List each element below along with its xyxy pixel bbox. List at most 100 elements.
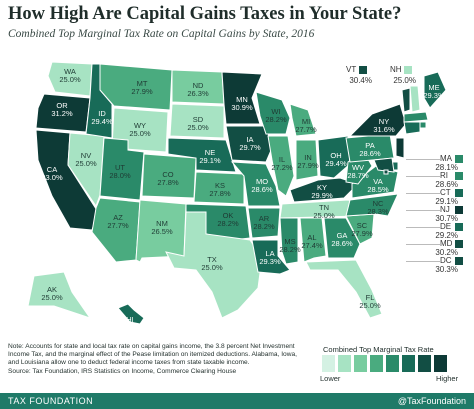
state-abbr-wi: WI	[271, 107, 280, 116]
footer-handle: @TaxFoundation	[397, 396, 466, 406]
state-nh	[409, 85, 421, 113]
state-mo	[230, 161, 281, 207]
state-nc	[345, 193, 399, 217]
state-value-mt: 27.9%	[131, 87, 153, 96]
state-abbr-ga: GA	[337, 231, 348, 240]
callout-leader-de	[406, 227, 440, 228]
state-abbr-ms: MS	[284, 237, 295, 246]
legend-swatch-3	[354, 355, 367, 372]
state-abbr-me: ME	[428, 83, 439, 92]
state-abbr-pa: PA	[365, 141, 374, 150]
state-ma	[403, 111, 429, 123]
state-abbr-nm: NM	[156, 219, 168, 228]
state-abbr-fl: FL	[366, 293, 375, 302]
state-vt	[401, 87, 411, 113]
callout-value-nh: 25.0%	[393, 76, 416, 85]
state-abbr-wy: WY	[134, 121, 146, 130]
callout-leader-ct	[406, 193, 440, 194]
state-value-ar: 28.2%	[253, 222, 275, 231]
callout-value-vt: 30.4%	[349, 76, 372, 85]
callout-abbr-ma: MA	[440, 154, 452, 163]
state-abbr-wa: WA	[64, 67, 76, 76]
state-ar	[247, 207, 281, 239]
state-abbr-mt: MT	[137, 79, 148, 88]
callout-swatch-md	[455, 240, 463, 248]
state-me	[423, 71, 447, 109]
state-oh	[317, 135, 351, 179]
source-text: Source: Tax Foundation, IRS Statistics o…	[8, 367, 237, 375]
state-value-mn: 30.9%	[231, 103, 253, 112]
state-abbr-ok: OK	[223, 211, 234, 220]
legend-swatch-8	[434, 355, 447, 372]
state-value-nc: 28.3%	[367, 207, 389, 216]
state-value-wy: 25.0%	[129, 129, 151, 138]
callout-abbr-nj: NJ	[440, 205, 450, 214]
callout-abbr-vt: VT	[346, 65, 357, 74]
state-abbr-ia: IA	[246, 135, 253, 144]
legend-high-label: Higher	[436, 374, 459, 383]
state-ak	[27, 271, 92, 319]
state-mt	[99, 63, 173, 111]
state-abbr-oh: OH	[330, 151, 341, 160]
state-sd	[169, 103, 225, 139]
state-value-me: 29.3%	[423, 91, 445, 100]
callout-abbr-md: MD	[440, 239, 453, 248]
callout-swatch-vt	[359, 66, 367, 74]
state-abbr-co: CO	[162, 170, 173, 179]
state-value-ga: 28.6%	[331, 239, 353, 248]
state-abbr-va: VA	[373, 177, 382, 186]
state-abbr-id: ID	[98, 109, 106, 118]
state-value-mo: 28.6%	[251, 185, 273, 194]
state-value-ok: 28.2%	[217, 219, 239, 228]
state-abbr-in: IN	[304, 153, 312, 162]
state-abbr-mi: MI	[302, 117, 310, 126]
callout-leader-dc	[406, 261, 440, 262]
state-abbr-al: AL	[307, 233, 316, 242]
state-value-al: 27.4%	[301, 241, 323, 250]
state-abbr-tn: TN	[319, 203, 329, 212]
state-abbr-ut: UT	[115, 163, 125, 172]
state-value-ut: 28.0%	[109, 171, 131, 180]
state-value-wv: 28.7%	[347, 171, 369, 180]
state-abbr-ak: AK	[47, 285, 57, 294]
callout-leader-ri	[406, 176, 440, 177]
state-mn	[221, 71, 263, 125]
state-value-fl: 25.0%	[359, 301, 381, 310]
callout-swatch-nj	[455, 206, 463, 214]
state-value-tn: 25.0%	[313, 211, 335, 220]
state-value-ak: 25.0%	[41, 293, 63, 302]
state-value-ca: 33.0%	[41, 173, 63, 182]
state-abbr-or: OR	[56, 101, 68, 110]
state-md	[373, 157, 395, 173]
state-value-hi: 29.2%	[119, 323, 141, 332]
state-value-in: 27.9%	[297, 161, 319, 170]
callout-abbr-nh: NH	[390, 65, 402, 74]
map-title: How High Are Capital Gains Taxes in Your…	[8, 4, 402, 24]
state-abbr-wv: WV	[352, 163, 364, 172]
state-la	[251, 239, 291, 275]
state-abbr-la: LA	[265, 249, 274, 258]
callout-swatch-nh	[404, 66, 412, 74]
state-dc	[383, 169, 389, 175]
state-or	[35, 93, 91, 133]
state-value-id: 29.4%	[91, 117, 113, 126]
legend-swatch-2	[338, 355, 351, 372]
legend-swatch-1	[322, 355, 335, 372]
legend-swatch-4	[370, 355, 383, 372]
callout-abbr-ct: CT	[440, 188, 451, 197]
state-value-il: 27.2%	[271, 163, 293, 172]
state-value-sd: 25.0%	[187, 123, 209, 132]
state-value-az: 27.7%	[107, 221, 129, 230]
state-hi	[117, 303, 145, 325]
state-ne	[167, 137, 237, 173]
callout-swatch-dc	[455, 257, 463, 265]
state-value-ne: 29.1%	[199, 156, 221, 165]
state-abbr-ky: KY	[317, 183, 327, 192]
state-abbr-ny: NY	[379, 117, 389, 126]
state-abbr-nc: NC	[373, 199, 384, 208]
state-value-ny: 31.6%	[373, 125, 395, 134]
map-note: Note: Accounts for state and local tax r…	[8, 343, 308, 376]
state-value-sc: 27.9%	[351, 229, 373, 238]
state-abbr-mo: MO	[256, 177, 268, 186]
state-abbr-ar: AR	[259, 214, 270, 223]
